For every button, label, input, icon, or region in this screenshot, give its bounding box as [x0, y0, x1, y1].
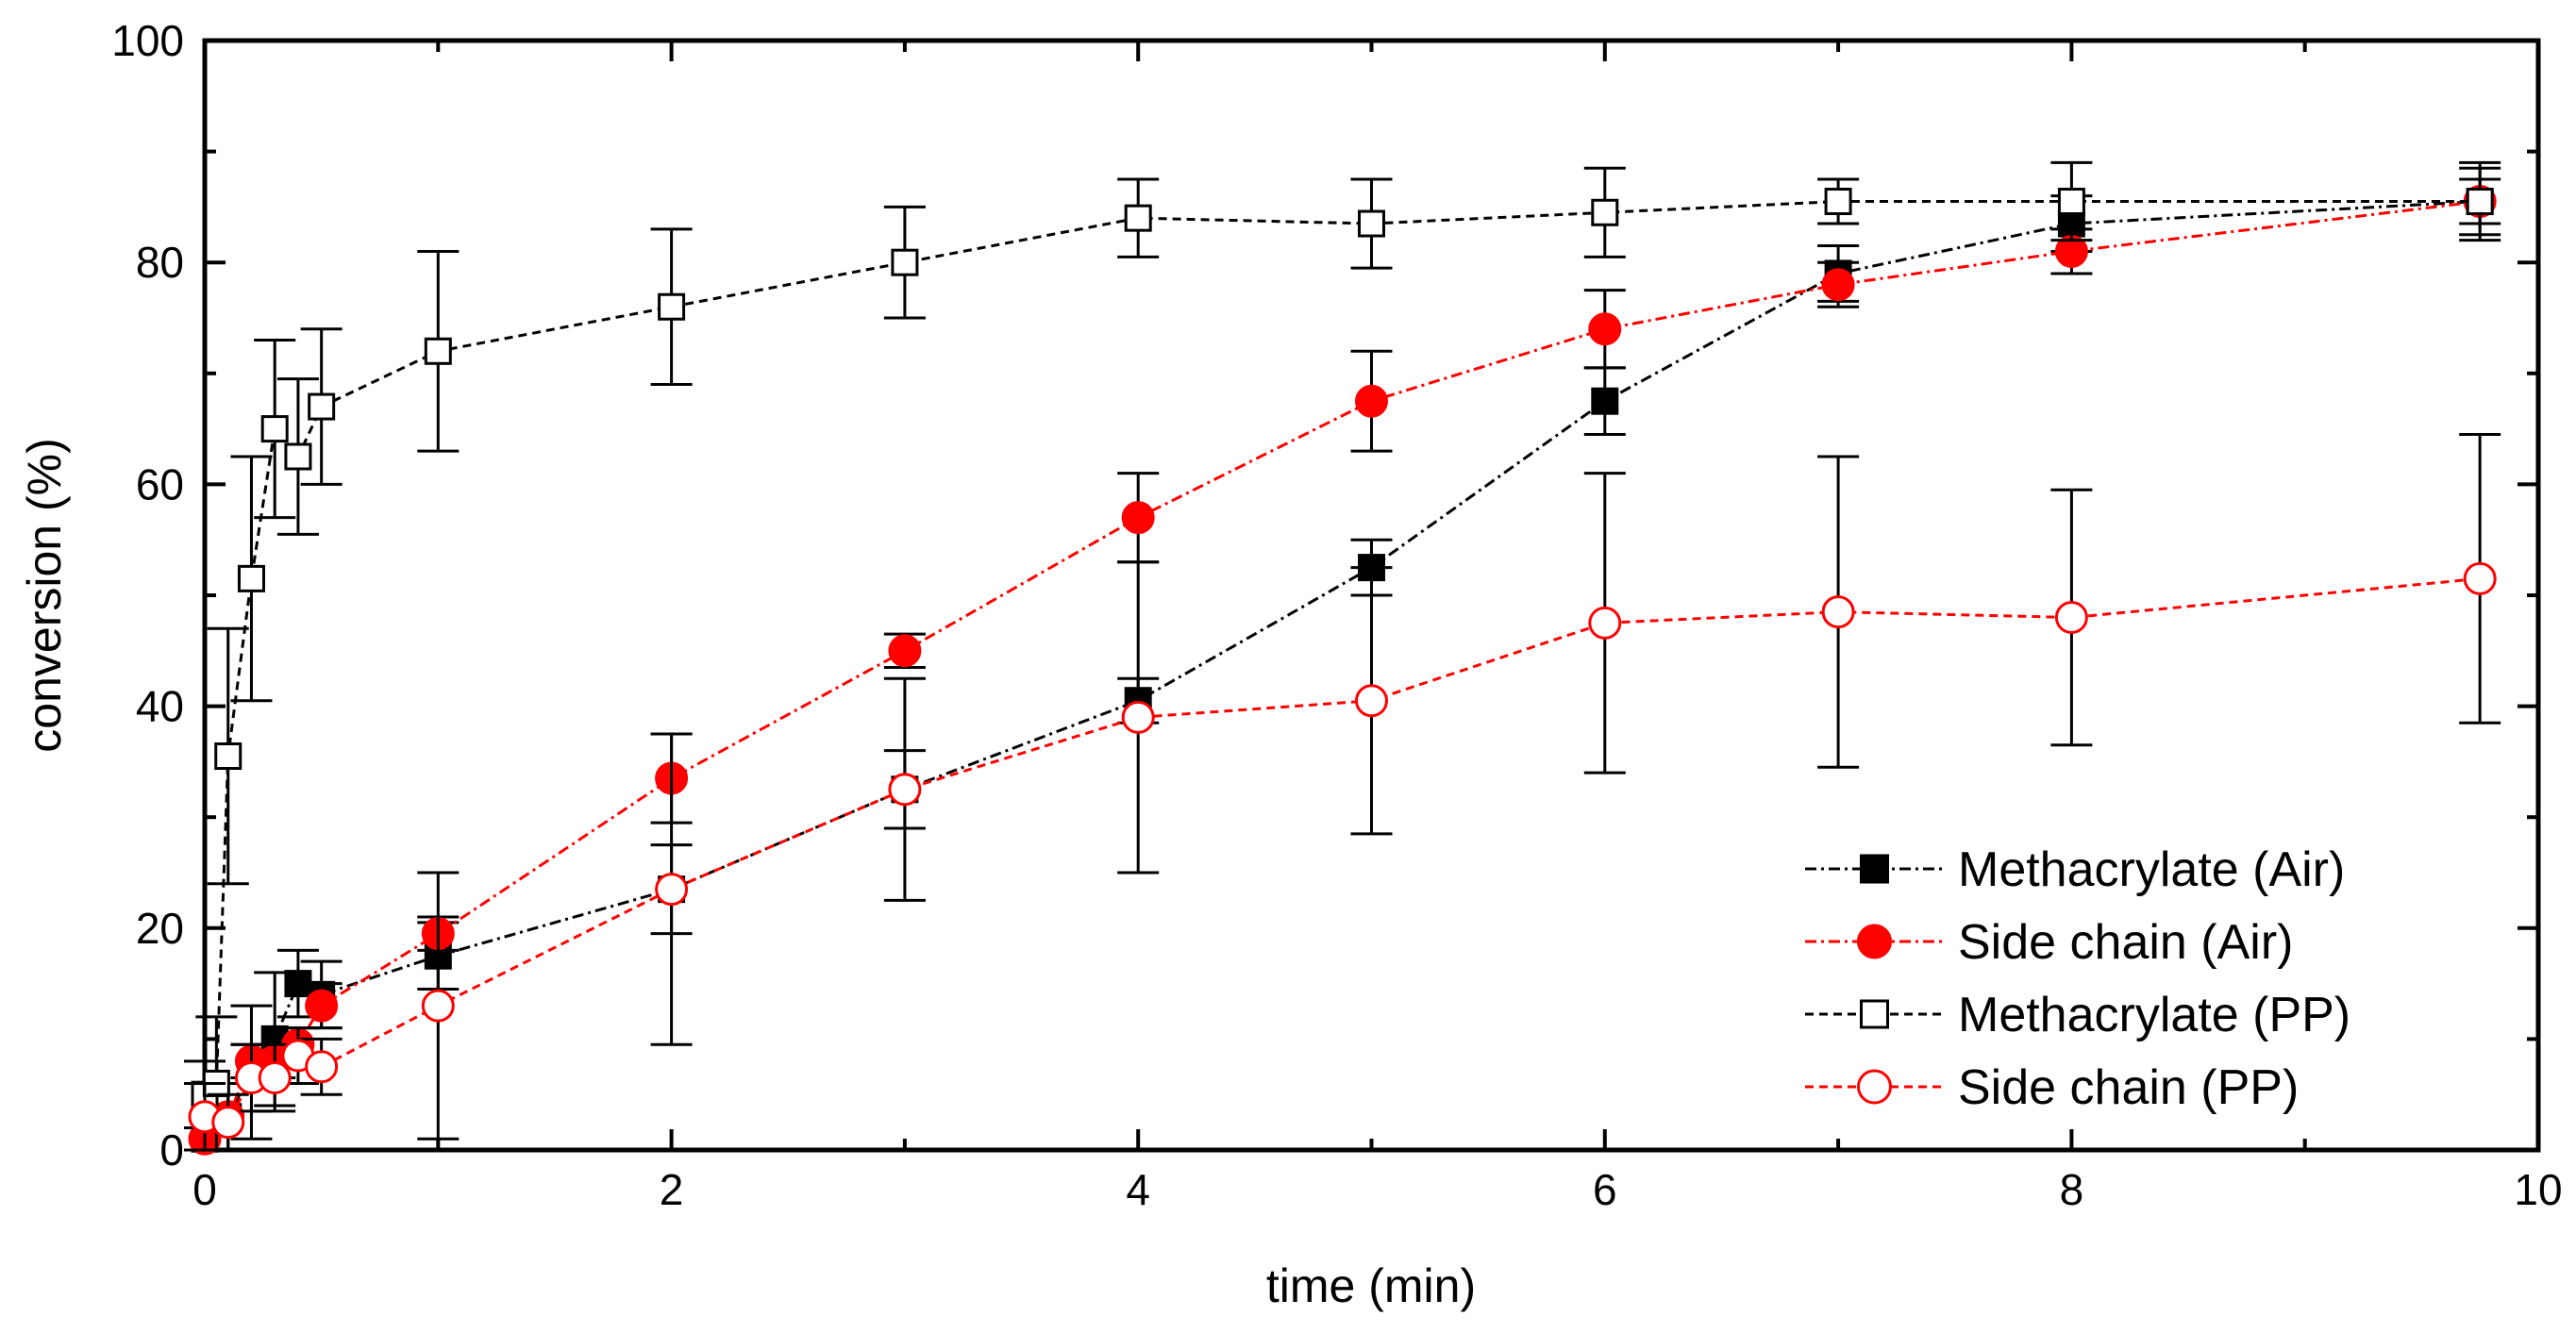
x-tick-label: 2	[660, 1165, 684, 1214]
data-point	[888, 634, 922, 668]
data-point	[2054, 601, 2088, 635]
x-tick-label: 0	[192, 1165, 217, 1214]
data-point	[1355, 384, 1388, 418]
y-axis-label: conversion (%)	[18, 438, 71, 752]
legend-label: Side chain (PP)	[1958, 1060, 2299, 1115]
data-point	[421, 989, 455, 1023]
data-point	[1121, 700, 1155, 734]
legend-label: Methacrylate (Air)	[1958, 842, 2345, 897]
data-point	[2057, 188, 2085, 216]
data-point	[260, 415, 289, 443]
data-point	[658, 292, 686, 321]
tick-marks	[203, 39, 2540, 1152]
y-tick-label: 0	[159, 1125, 184, 1175]
data-point	[891, 248, 919, 276]
data-point	[888, 773, 922, 807]
y-tick-label: 20	[136, 904, 184, 953]
data-point	[1358, 209, 1385, 238]
data-point	[1121, 501, 1155, 535]
legend: Methacrylate (Air) Side chain (Air) Methac…	[1805, 842, 2350, 1115]
y-tick-label: 100	[111, 16, 184, 65]
legend-marker	[1857, 924, 1892, 959]
data-point	[1124, 204, 1152, 232]
data-point	[214, 742, 243, 771]
data-point	[1824, 188, 1852, 216]
data-point	[284, 442, 312, 471]
y-tick-label: 40	[136, 682, 184, 731]
legend-label: Methacrylate (PP)	[1958, 988, 2350, 1042]
data-point	[2463, 561, 2497, 595]
data-point	[1591, 387, 1619, 415]
data-point	[424, 337, 452, 365]
legend-marker	[1860, 999, 1889, 1029]
x-tick-label: 4	[1126, 1165, 1150, 1214]
data-point	[2466, 188, 2494, 216]
data-point	[211, 1106, 245, 1140]
y-tick-label: 80	[136, 238, 184, 287]
data-point	[1821, 268, 1855, 302]
legend-marker	[1857, 1069, 1892, 1105]
data-point	[1588, 312, 1622, 346]
series-side-chain-pp	[184, 432, 2501, 1152]
x-tick-label: 8	[2060, 1165, 2084, 1214]
data-point	[1591, 198, 1619, 226]
data-series	[184, 160, 2501, 1156]
series-methacrylate-pp	[184, 160, 2501, 1152]
x-tick-label: 10	[2514, 1165, 2562, 1214]
x-axis-label: time (min)	[1266, 1259, 1476, 1312]
data-point	[1355, 684, 1388, 718]
data-point	[308, 392, 336, 421]
data-point	[1588, 606, 1622, 640]
data-point	[1821, 595, 1855, 629]
data-point	[655, 873, 689, 907]
data-point	[237, 564, 265, 592]
data-point	[258, 1061, 292, 1095]
legend-marker	[1860, 854, 1889, 884]
x-tick-label: 6	[1593, 1165, 1617, 1214]
data-point	[305, 1050, 339, 1084]
y-tick-label: 60	[136, 459, 184, 508]
data-point	[305, 989, 339, 1023]
legend-label: Side chain (Air)	[1958, 915, 2293, 970]
